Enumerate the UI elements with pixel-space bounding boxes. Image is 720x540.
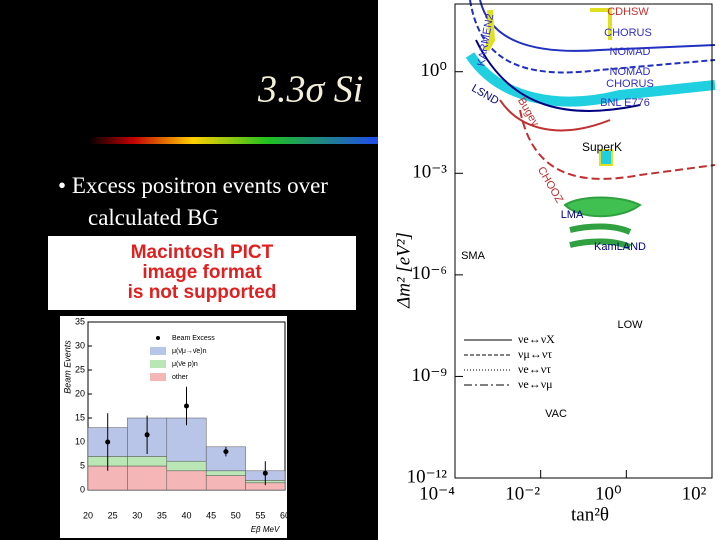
plot-frame bbox=[454, 3, 713, 479]
data-point bbox=[144, 432, 150, 438]
histogram-bar bbox=[205, 475, 246, 491]
slide-title: 3.3σ Si bbox=[257, 69, 363, 111]
data-point bbox=[262, 470, 268, 476]
region-label: CDHSW bbox=[607, 6, 649, 18]
bullet: • Excess positron events over calculated… bbox=[58, 173, 328, 230]
x-tick-label: 30 bbox=[132, 510, 142, 520]
histogram-bar bbox=[166, 470, 207, 491]
y-tick-label: 10⁻³ bbox=[412, 162, 447, 183]
y-tick-label: 10 bbox=[75, 436, 85, 446]
y-tick-label: 20 bbox=[75, 388, 85, 398]
region-label: NOMAD bbox=[610, 66, 651, 78]
contours bbox=[465, 0, 716, 250]
x-tick-label: 50 bbox=[231, 510, 241, 520]
pict-line: image format bbox=[142, 262, 262, 283]
y-tick-label: 10⁻¹² bbox=[407, 466, 448, 487]
legend-label: νe↔ντ bbox=[518, 362, 551, 376]
histogram-bar bbox=[166, 460, 207, 472]
x-tick-label: 60 bbox=[280, 510, 290, 520]
y-tick-label: 5 bbox=[80, 460, 85, 470]
legend-label: μ(ν̄μ→ν̄e)n bbox=[172, 348, 207, 355]
x-tick-label: 45 bbox=[206, 510, 216, 520]
data-point bbox=[105, 439, 111, 445]
x-tick-label: 35 bbox=[157, 510, 167, 520]
legend-label: Beam Excess bbox=[172, 335, 215, 342]
y-axis-label: Beam Events bbox=[62, 340, 72, 394]
legend-swatch bbox=[150, 373, 166, 381]
region-label: CHORUS bbox=[604, 27, 652, 39]
region-label: LMA bbox=[561, 209, 584, 221]
y-tick-label: 10⁰ bbox=[420, 60, 447, 81]
y-tick-label: 35 bbox=[75, 316, 85, 326]
region-label: SuperK bbox=[582, 140, 622, 154]
region-label: SMA bbox=[461, 250, 486, 262]
x-tick-label: 10⁻² bbox=[505, 483, 540, 504]
x-tick-label: 25 bbox=[108, 510, 118, 520]
y-tick-label: 25 bbox=[75, 364, 85, 374]
region-label: VAC bbox=[545, 408, 567, 420]
legend-label: νe↔νX bbox=[518, 332, 555, 346]
x-tick-label: 10⁰ bbox=[595, 483, 622, 504]
x-tick-label: 40 bbox=[181, 510, 191, 520]
x-tick-label: 55 bbox=[255, 510, 265, 520]
legend-label: μ(ν̄e p)n bbox=[172, 361, 198, 368]
y-tick-label: 10⁻⁶ bbox=[411, 263, 447, 284]
region-label: KamLAND bbox=[594, 241, 646, 253]
pict-placeholder bbox=[48, 236, 356, 310]
y-tick-label: 0 bbox=[80, 484, 85, 494]
histogram-bar bbox=[127, 465, 168, 491]
x-axis-label: tan²θ bbox=[571, 504, 609, 525]
title-rule bbox=[88, 137, 388, 144]
legend-label: νμ↔ντ bbox=[518, 347, 552, 361]
legend-swatch bbox=[156, 336, 160, 340]
pict-line: is not supported bbox=[128, 282, 277, 303]
x-axis-label: Eβ MeV bbox=[251, 525, 280, 534]
bullet-text: Excess positron events over calculated B… bbox=[71, 173, 328, 230]
pict-line: Macintosh PICT bbox=[131, 242, 274, 263]
y-tick-label: 15 bbox=[75, 412, 85, 422]
legend-label: other bbox=[172, 374, 189, 381]
x-tick-label: 10⁻⁴ bbox=[419, 483, 455, 504]
data-point bbox=[223, 449, 229, 455]
y-tick-label: 30 bbox=[75, 340, 85, 350]
legend-label: νe↔νμ bbox=[518, 377, 553, 391]
legend-swatch bbox=[150, 347, 166, 355]
region-label: CHORUS bbox=[606, 78, 654, 90]
legend-swatch bbox=[150, 360, 166, 368]
histogram-bar bbox=[127, 456, 168, 467]
histogram-bar bbox=[205, 470, 246, 476]
region-label: BNL E776 bbox=[600, 97, 650, 109]
histogram: 0 5 10 15 20 25 30 35 20 25 30 35 40 45 50 55 60 Beam Eve… bbox=[62, 316, 290, 534]
region-label: LOW bbox=[617, 319, 643, 331]
y-axis-label: Δm² [eV²] bbox=[393, 232, 414, 309]
y-tick-label: 10⁻⁹ bbox=[411, 365, 447, 386]
region-label: NOMAD bbox=[610, 46, 651, 58]
data-point bbox=[184, 403, 189, 409]
x-tick-label: 20 bbox=[83, 510, 93, 520]
x-tick-label: 10² bbox=[682, 483, 707, 504]
